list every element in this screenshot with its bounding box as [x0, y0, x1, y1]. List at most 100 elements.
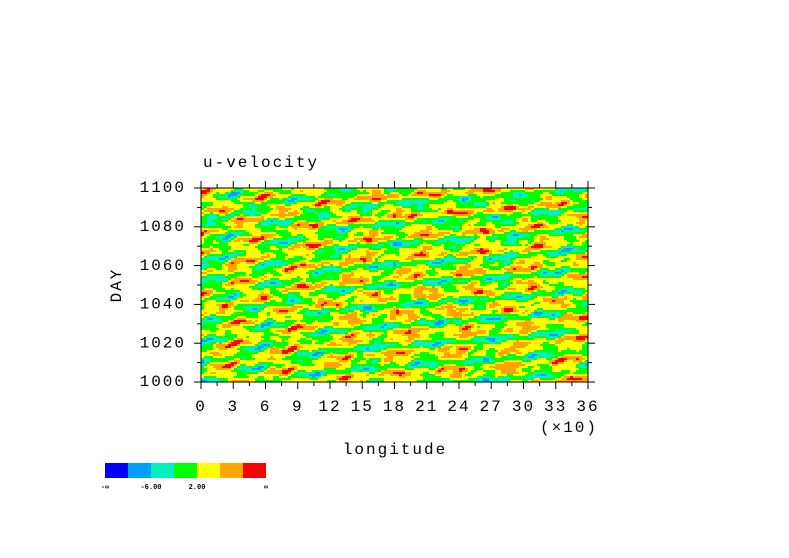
field-cell [342, 230, 345, 232]
field-cell [549, 200, 552, 202]
field-cell [555, 244, 558, 246]
field-cell [519, 256, 522, 258]
field-cell [459, 262, 462, 264]
field-cell [459, 258, 462, 260]
field-cell [237, 202, 240, 204]
field-cell [447, 242, 450, 244]
field-cell [513, 192, 516, 194]
field-cell [240, 264, 243, 266]
field-cell [357, 218, 360, 220]
field-cell [498, 224, 501, 226]
field-cell [483, 262, 486, 264]
field-cell [411, 264, 414, 266]
field-cell [480, 256, 483, 258]
field-cell [285, 212, 288, 214]
field-cell [441, 228, 444, 230]
field-cell [231, 208, 234, 210]
field-cell [543, 260, 546, 262]
field-cell [279, 200, 282, 202]
field-cell [291, 242, 294, 244]
field-cell [372, 198, 375, 200]
field-cell [585, 246, 588, 248]
field-cell [255, 230, 258, 232]
field-cell [378, 224, 381, 226]
field-cell [348, 210, 351, 212]
field-cell [381, 202, 384, 204]
field-cell [468, 242, 471, 244]
field-cell [531, 208, 534, 210]
field-cell [462, 254, 465, 256]
field-cell [498, 232, 501, 234]
field-cell [417, 216, 420, 218]
field-cell [537, 224, 540, 226]
field-cell [306, 214, 309, 216]
field-cell [384, 234, 387, 236]
field-cell [216, 262, 219, 264]
field-cell [573, 220, 576, 222]
field-cell [240, 262, 243, 264]
field-cell [252, 210, 255, 212]
field-cell [462, 250, 465, 252]
field-cell [372, 216, 375, 218]
field-cell [360, 202, 363, 204]
field-cell [321, 190, 324, 192]
field-cell [432, 240, 435, 242]
field-cell [270, 258, 273, 260]
field-cell [414, 254, 417, 256]
field-cell [387, 198, 390, 200]
field-cell [471, 248, 474, 250]
field-cell [402, 238, 405, 240]
field-cell [267, 226, 270, 228]
field-cell [297, 196, 300, 198]
field-cell [441, 232, 444, 234]
field-cell [480, 258, 483, 260]
field-cell [243, 198, 246, 200]
field-cell [468, 240, 471, 242]
field-cell [375, 242, 378, 244]
field-cell [264, 228, 267, 230]
field-cell [252, 252, 255, 254]
field-cell [291, 256, 294, 258]
field-cell [528, 188, 531, 190]
field-cell [465, 234, 468, 236]
field-cell [300, 246, 303, 248]
field-cell [336, 222, 339, 224]
field-cell [303, 262, 306, 264]
field-cell [420, 224, 423, 226]
field-cell [294, 244, 297, 246]
field-cell [531, 206, 534, 208]
field-cell [453, 194, 456, 196]
field-cell [552, 218, 555, 220]
field-cell [456, 226, 459, 228]
field-cell [318, 208, 321, 210]
field-cell [321, 196, 324, 198]
field-cell [207, 194, 210, 196]
field-cell [369, 220, 372, 222]
field-cell [324, 254, 327, 256]
field-cell [258, 246, 261, 248]
field-cell [375, 228, 378, 230]
field-cell [444, 238, 447, 240]
field-cell [216, 252, 219, 254]
field-cell [261, 240, 264, 242]
field-cell [396, 210, 399, 212]
field-cell [504, 238, 507, 240]
field-cell [405, 210, 408, 212]
field-cell [234, 192, 237, 194]
field-cell [345, 198, 348, 200]
field-cell [414, 264, 417, 266]
field-cell [363, 232, 366, 234]
field-cell [438, 264, 441, 266]
field-cell [204, 196, 207, 198]
field-cell [378, 264, 381, 266]
field-cell [303, 246, 306, 248]
field-cell [252, 222, 255, 224]
field-cell [585, 238, 588, 240]
field-cell [258, 190, 261, 192]
field-cell [201, 208, 204, 210]
field-cell [291, 216, 294, 218]
field-cell [477, 210, 480, 212]
field-cell [408, 232, 411, 234]
field-cell [246, 196, 249, 198]
field-cell [429, 214, 432, 216]
